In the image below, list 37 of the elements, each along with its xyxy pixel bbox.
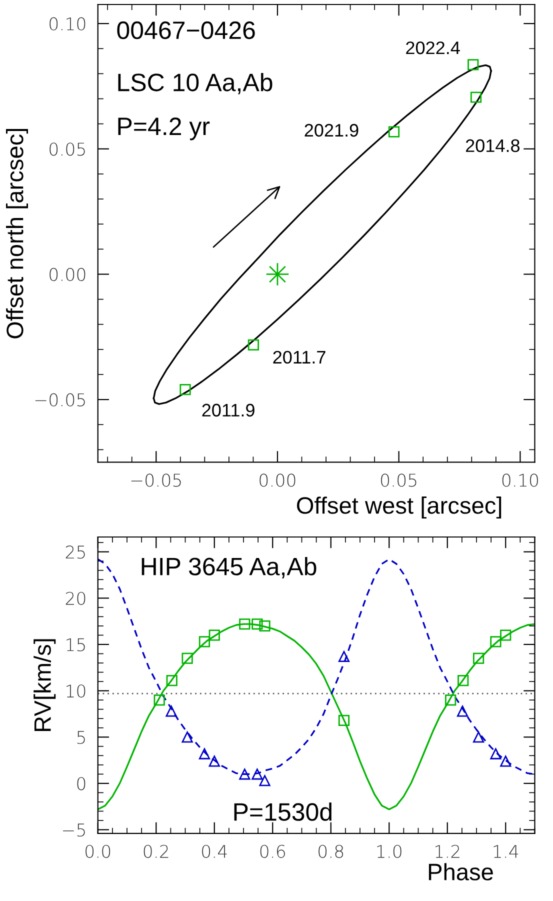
annotation: 2022.4 bbox=[406, 41, 460, 54]
y-axis-title: RV[km/s] bbox=[34, 639, 56, 731]
y-tick-label: −0.05 bbox=[35, 393, 85, 406]
annotation: P=4.2 yr bbox=[118, 118, 210, 140]
x-tick-label: 0.6 bbox=[260, 844, 285, 858]
y-tick-label: −5 bbox=[63, 824, 85, 837]
y-tick-label: 20 bbox=[66, 592, 86, 605]
y-tick-label: 0.10 bbox=[50, 17, 86, 30]
x-tick-label: 0.0 bbox=[86, 844, 110, 858]
annotation: 2011.7 bbox=[273, 350, 326, 364]
x-tick-label: −0.05 bbox=[131, 474, 181, 487]
annotation: 2011.9 bbox=[202, 404, 254, 417]
x-tick-label: 0.2 bbox=[144, 844, 168, 858]
x-tick-label: 0.00 bbox=[260, 474, 296, 487]
x-tick-label: 0.05 bbox=[381, 474, 416, 487]
y-tick-label: 25 bbox=[66, 546, 85, 559]
annotation: 00467−0426 bbox=[117, 21, 255, 40]
y-tick-label: 0.05 bbox=[50, 142, 85, 156]
annotation: HIP 3645 Aa,Ab bbox=[142, 557, 316, 578]
x-axis-title: Phase bbox=[428, 863, 493, 880]
x-tick-label: 0.10 bbox=[502, 474, 538, 487]
y-tick-label: 0 bbox=[77, 777, 86, 790]
y-tick-label: 0.00 bbox=[50, 268, 86, 282]
annotation: LSC 10 Aa,Ab bbox=[118, 72, 272, 94]
y-tick-label: 10 bbox=[66, 684, 86, 698]
x-axis-title: Offset west [arcsec] bbox=[296, 496, 502, 519]
x-tick-label: 1.0 bbox=[377, 844, 402, 858]
x-tick-label: 0.8 bbox=[318, 844, 344, 858]
annotation: P=1530d bbox=[234, 802, 332, 821]
x-tick-label: 1.4 bbox=[494, 845, 518, 858]
y-tick-label: 15 bbox=[66, 638, 85, 652]
x-tick-label: 1.2 bbox=[435, 844, 460, 858]
y-tick-label: 5 bbox=[77, 731, 85, 744]
y-axis-title: Offset north [arcsec] bbox=[6, 128, 28, 338]
annotation: 2021.9 bbox=[304, 124, 358, 137]
x-tick-label: 0.4 bbox=[202, 844, 227, 858]
annotation: 2014.8 bbox=[466, 139, 520, 152]
